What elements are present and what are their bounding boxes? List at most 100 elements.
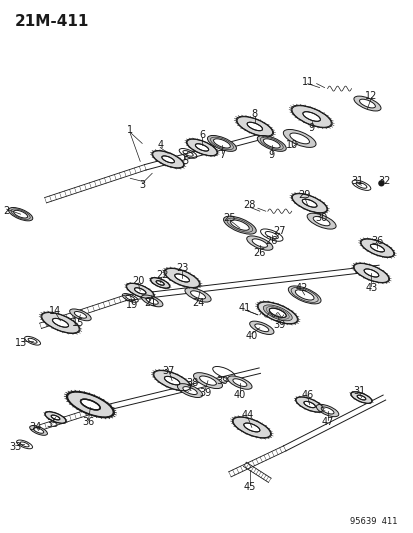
Ellipse shape [164,268,200,288]
Ellipse shape [207,135,236,151]
Ellipse shape [213,139,230,148]
Ellipse shape [256,135,285,151]
Ellipse shape [66,391,114,418]
Text: 19: 19 [126,300,138,310]
Ellipse shape [232,417,271,438]
Text: 24: 24 [191,298,204,308]
Ellipse shape [249,321,273,334]
Ellipse shape [370,244,384,252]
Ellipse shape [41,312,80,334]
Ellipse shape [227,376,252,389]
Ellipse shape [256,302,297,324]
Ellipse shape [246,236,272,251]
Ellipse shape [183,386,197,394]
Ellipse shape [294,290,313,300]
Ellipse shape [269,308,285,318]
Ellipse shape [74,311,86,318]
Text: 41: 41 [238,303,250,313]
Ellipse shape [150,278,170,288]
Ellipse shape [302,112,320,122]
Text: 8: 8 [251,109,257,118]
Text: 7: 7 [218,150,225,160]
Text: 95639  411: 95639 411 [349,517,396,526]
Ellipse shape [223,216,256,234]
Ellipse shape [153,370,191,391]
Ellipse shape [174,274,189,282]
Text: 39: 39 [215,376,228,385]
Ellipse shape [235,116,273,136]
Text: 28: 28 [243,200,255,210]
Ellipse shape [316,405,338,417]
Text: 42: 42 [295,283,307,293]
Text: 26: 26 [265,236,277,246]
Text: 46: 46 [301,390,313,400]
Text: 26: 26 [253,248,266,258]
Ellipse shape [353,263,389,283]
Text: 27: 27 [273,226,285,236]
Text: 5: 5 [181,156,188,166]
Ellipse shape [33,427,44,433]
Text: 1: 1 [127,125,133,135]
Ellipse shape [263,305,292,321]
Text: 39: 39 [198,387,211,398]
Text: 30: 30 [315,213,327,223]
Text: 38: 38 [185,377,198,387]
Text: 35: 35 [46,419,59,430]
Text: 43: 43 [364,283,377,293]
Ellipse shape [69,309,91,321]
Text: 15: 15 [72,318,84,328]
Text: 40: 40 [233,390,245,400]
Ellipse shape [295,397,323,413]
Text: 3: 3 [139,180,145,190]
Ellipse shape [152,150,184,168]
Text: 21M-411: 21M-411 [14,14,89,29]
Text: 12: 12 [364,91,377,101]
Text: 39: 39 [273,320,285,330]
Ellipse shape [252,239,267,247]
Ellipse shape [45,411,66,423]
Ellipse shape [263,139,280,148]
Text: 29: 29 [298,190,310,200]
Ellipse shape [303,401,315,408]
Ellipse shape [243,423,259,432]
Text: 32: 32 [377,176,389,187]
Ellipse shape [320,407,333,414]
Ellipse shape [164,376,179,385]
Ellipse shape [190,291,205,299]
Ellipse shape [291,193,327,213]
Text: 20: 20 [132,276,144,286]
Ellipse shape [185,288,211,302]
Text: 36: 36 [82,417,94,427]
Text: 6: 6 [199,131,204,140]
Ellipse shape [269,308,285,318]
Ellipse shape [193,373,222,389]
Ellipse shape [14,211,28,218]
Ellipse shape [126,283,154,298]
Ellipse shape [359,239,394,257]
Text: 2: 2 [4,206,10,216]
Ellipse shape [51,415,60,420]
Ellipse shape [356,395,365,400]
Text: 10: 10 [285,140,297,150]
Ellipse shape [161,156,174,163]
Ellipse shape [350,392,371,403]
Text: 34: 34 [29,423,42,432]
Text: 37: 37 [161,366,174,376]
Text: 40: 40 [245,331,257,341]
Ellipse shape [195,144,208,151]
Ellipse shape [134,288,146,294]
Ellipse shape [146,297,158,304]
Ellipse shape [254,324,268,332]
Ellipse shape [230,220,249,230]
Text: 13: 13 [14,338,27,348]
Ellipse shape [156,281,164,285]
Text: 47: 47 [320,417,333,427]
Text: 36: 36 [370,236,382,246]
Ellipse shape [81,399,100,410]
Ellipse shape [301,199,316,207]
Text: 9: 9 [268,150,274,160]
Ellipse shape [177,384,202,398]
Text: 23: 23 [176,263,188,273]
Text: 33: 33 [9,442,22,453]
Text: 25: 25 [223,213,235,223]
